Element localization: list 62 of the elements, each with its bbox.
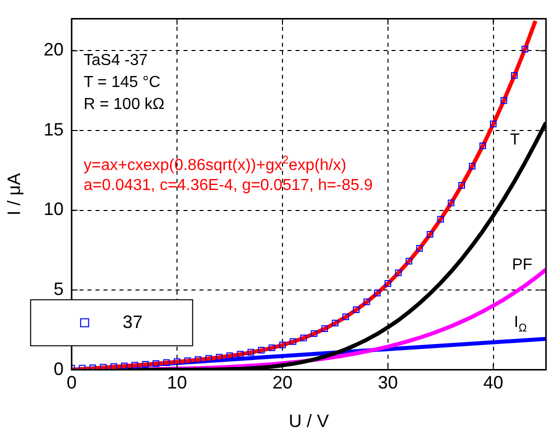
point bbox=[468, 162, 476, 170]
point bbox=[163, 359, 170, 366]
y-tick-label: 5 bbox=[54, 278, 64, 299]
x-axis-title: U / V bbox=[288, 411, 329, 432]
point bbox=[479, 142, 486, 150]
point bbox=[342, 314, 350, 320]
point bbox=[78, 364, 86, 370]
y-tick-label: 0 bbox=[54, 358, 64, 379]
y-tick-label: 10 bbox=[44, 199, 64, 220]
point bbox=[352, 306, 360, 313]
x-tick-label: 10 bbox=[167, 372, 188, 393]
point bbox=[121, 362, 128, 370]
point bbox=[142, 361, 149, 368]
series-label: T bbox=[510, 132, 520, 149]
annotation: T = 145 °C bbox=[84, 74, 160, 91]
x-tick-label: 30 bbox=[378, 372, 398, 393]
point bbox=[490, 120, 497, 128]
annotation: TaS4 -37 bbox=[84, 52, 148, 69]
x-tick-label: 0 bbox=[66, 372, 77, 393]
point bbox=[152, 360, 160, 367]
point bbox=[363, 298, 370, 306]
point bbox=[374, 290, 381, 296]
point bbox=[216, 354, 223, 361]
point bbox=[290, 338, 296, 345]
point bbox=[310, 330, 318, 337]
point bbox=[384, 280, 392, 287]
point bbox=[448, 200, 454, 206]
point bbox=[522, 46, 528, 52]
point bbox=[406, 258, 412, 264]
point bbox=[89, 364, 96, 370]
point bbox=[132, 362, 138, 368]
point bbox=[416, 245, 423, 252]
point bbox=[511, 72, 518, 79]
point bbox=[258, 346, 265, 354]
point bbox=[332, 320, 338, 326]
point bbox=[500, 97, 508, 104]
point bbox=[174, 358, 180, 365]
point bbox=[279, 342, 286, 348]
y-tick-label: 20 bbox=[44, 40, 64, 60]
point bbox=[194, 356, 202, 363]
y-tick-label: 15 bbox=[44, 119, 64, 140]
series-label: PF bbox=[512, 256, 533, 274]
point bbox=[321, 325, 328, 332]
point bbox=[458, 182, 465, 189]
point bbox=[268, 344, 276, 352]
point bbox=[236, 350, 244, 358]
legend-label: 37 bbox=[122, 312, 143, 332]
point bbox=[184, 357, 191, 364]
point bbox=[426, 231, 434, 238]
point bbox=[205, 355, 212, 362]
point bbox=[300, 334, 307, 342]
point bbox=[226, 352, 234, 360]
x-tick-label: 20 bbox=[272, 372, 292, 393]
point bbox=[100, 364, 107, 370]
x-tick-label: 40 bbox=[483, 372, 504, 393]
point bbox=[437, 216, 444, 223]
annotation: a=0.0431, c=4.36E-4, g=0.0517, h=-85.9 bbox=[84, 176, 373, 194]
annotation: R = 100 kΩ bbox=[84, 96, 165, 113]
point bbox=[395, 269, 402, 276]
point bbox=[248, 348, 254, 356]
point bbox=[110, 363, 118, 370]
y-axis-title: I / μA bbox=[4, 173, 24, 216]
